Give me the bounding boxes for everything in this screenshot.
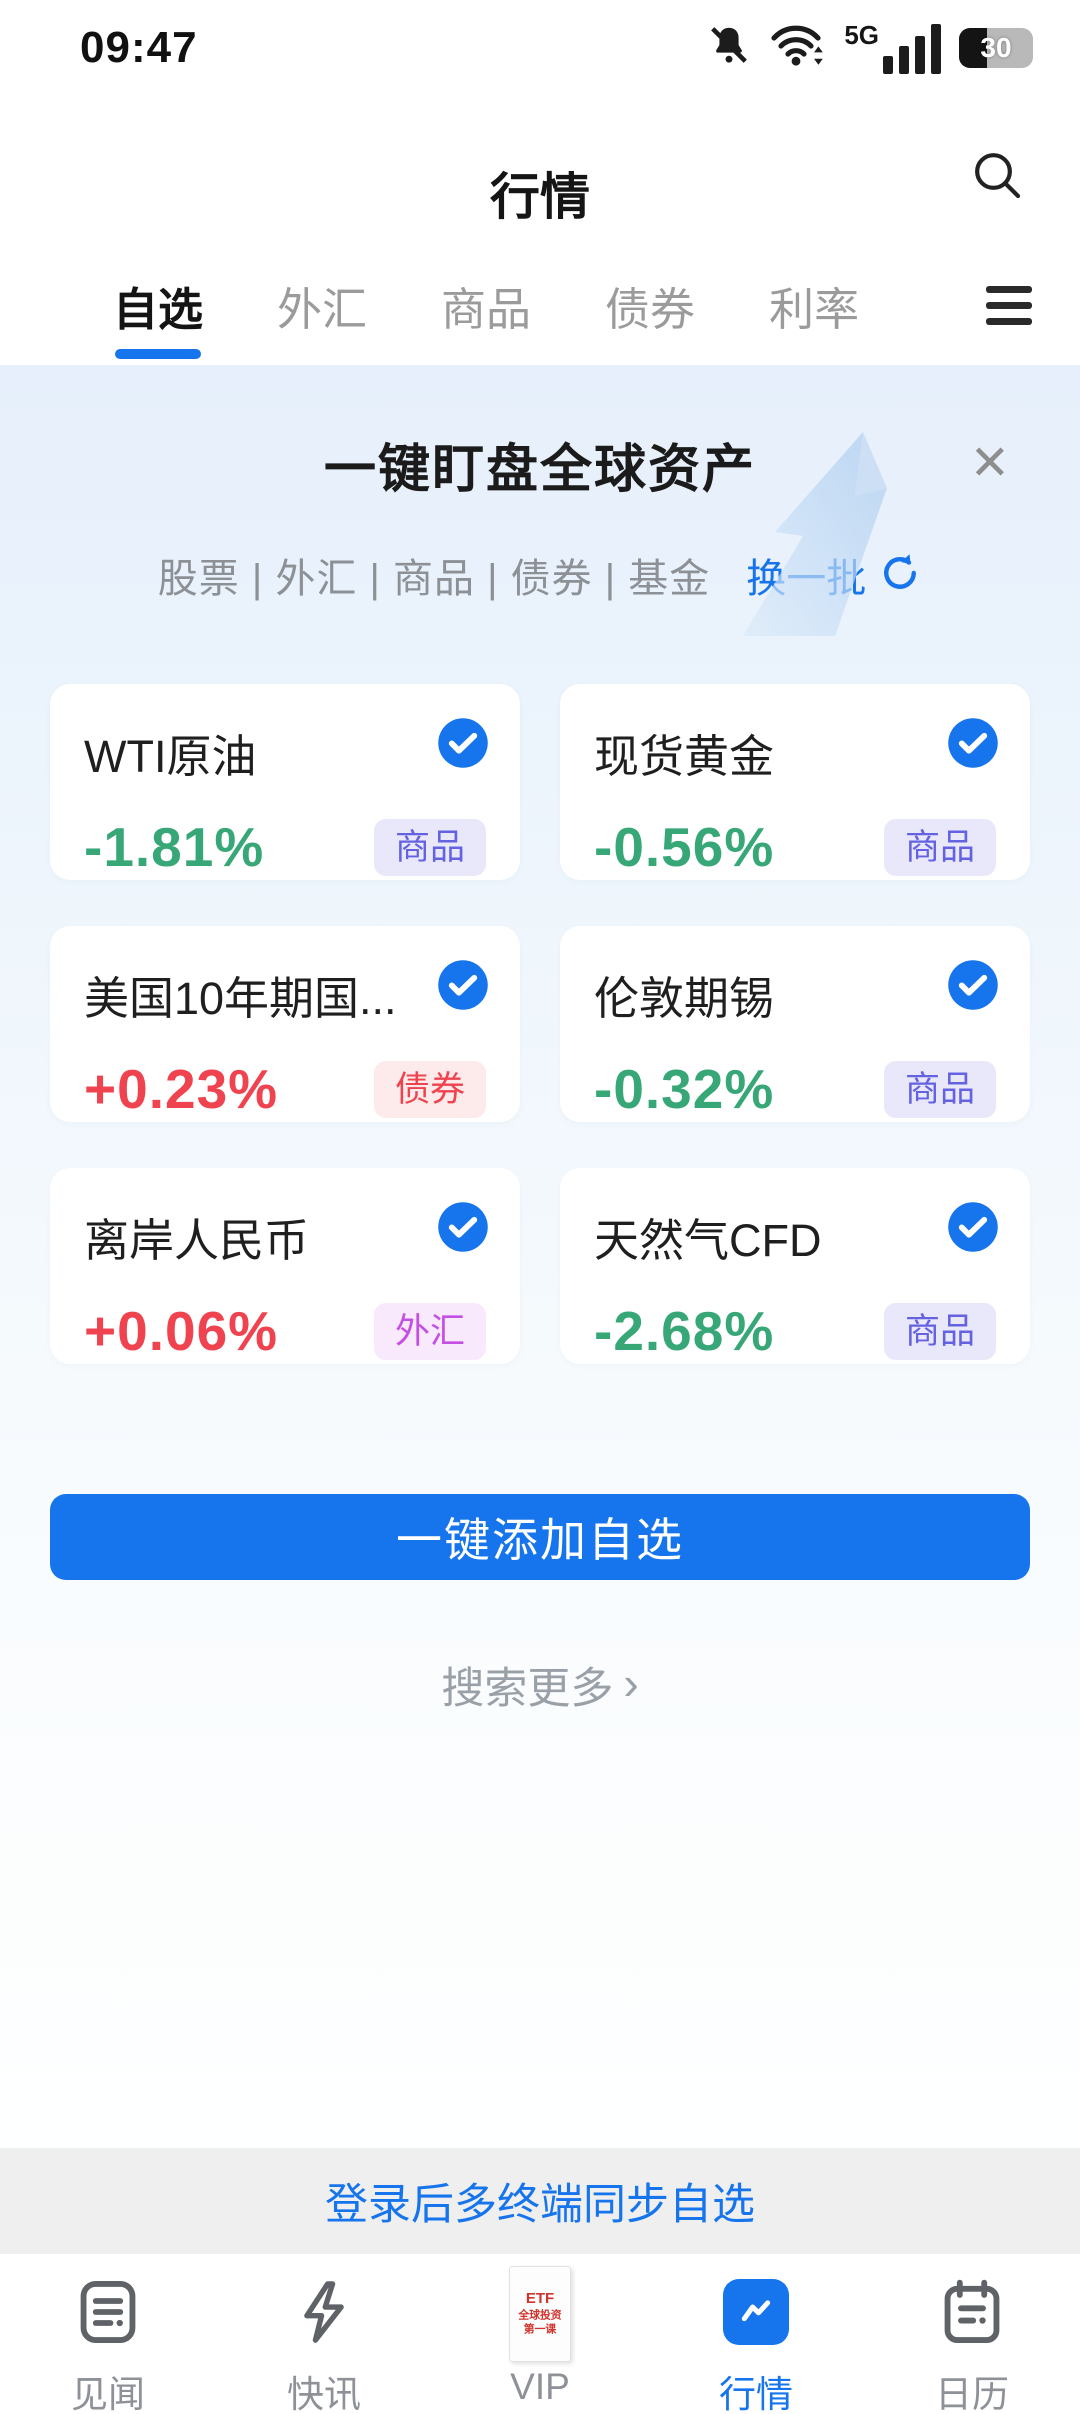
asset-card-us10y[interactable]: 美国10年期国... +0.23% 债券 — [50, 926, 520, 1122]
tab-watchlist[interactable]: 自选 — [113, 245, 203, 365]
asset-card-cnh[interactable]: 离岸人民币 +0.06% 外汇 — [50, 1168, 520, 1364]
nav-label: 见闻 — [71, 2374, 145, 2414]
chart-icon — [723, 2276, 789, 2348]
asset-card-natgas[interactable]: 天然气CFD -2.68% 商品 — [560, 1168, 1030, 1364]
asset-card-wti[interactable]: WTI原油 -1.81% 商品 — [50, 684, 520, 880]
vip-book-icon: ETF 全球投资 第一课 — [509, 2266, 571, 2362]
tab-commodities[interactable]: 商品 — [441, 283, 532, 335]
wifi-icon — [770, 22, 826, 73]
nav-label: 行情 — [719, 2374, 793, 2414]
asset-change: -2.68% — [594, 1300, 775, 1362]
search-more-link[interactable]: 搜索更多 › — [0, 1654, 1080, 1716]
vip-book-subtitle2: 第一课 — [523, 2322, 557, 2336]
nav-item-markets[interactable]: 行情 — [676, 2276, 836, 2414]
status-bar: 09:47 5G 30 — [0, 0, 1080, 95]
network-type-label: 5G — [844, 19, 879, 50]
asset-change: +0.06% — [84, 1300, 279, 1362]
battery-percent: 30 — [980, 31, 1012, 63]
check-icon[interactable] — [436, 716, 490, 770]
asset-name: 现货黄金 — [594, 731, 775, 782]
news-icon — [78, 2276, 138, 2348]
asset-name: 天然气CFD — [594, 1215, 822, 1266]
search-more-label: 搜索更多 — [441, 1665, 614, 1713]
tab-bar: 自选 外汇 商品 债券 利率 — [0, 245, 1080, 365]
tab-bonds[interactable]: 债券 — [605, 283, 696, 335]
nav-label: VIP — [510, 2366, 570, 2407]
tab-rates[interactable]: 利率 — [769, 283, 860, 335]
nav-item-vip[interactable]: ETF 全球投资 第一课 VIP — [460, 2266, 620, 2408]
promo-subtitle: 股票 | 外汇 | 商品 | 债券 | 基金 — [157, 557, 711, 601]
asset-category-badge: 外汇 — [373, 1302, 486, 1360]
chevron-right-icon: › — [623, 1657, 639, 1709]
asset-change: -1.81% — [84, 816, 265, 878]
login-sync-text: 登录后多终端同步自选 — [325, 2181, 755, 2229]
promo-title: 一键盯盘全球资产 — [323, 441, 756, 499]
header: 行情 — [0, 95, 1080, 245]
mute-bell-icon — [706, 22, 752, 73]
bottom-nav: 见闻 快讯 ETF 全球投资 第一课 VIP 行情 — [0, 2254, 1080, 2414]
page-title: 行情 — [490, 169, 590, 225]
asset-name: WTI原油 — [84, 731, 257, 782]
check-icon[interactable] — [946, 716, 1000, 770]
check-icon[interactable] — [946, 958, 1000, 1012]
watchlist-promo-panel: 一键盯盘全球资产 ✕ 股票 | 外汇 | 商品 | 债券 | 基金 换一批 WT… — [0, 365, 1080, 2148]
status-icons: 5G 30 — [706, 22, 1033, 74]
asset-category-badge: 商品 — [373, 818, 486, 876]
login-sync-banner[interactable]: 登录后多终端同步自选 — [0, 2148, 1080, 2254]
asset-card-tin[interactable]: 伦敦期锡 -0.32% 商品 — [560, 926, 1030, 1122]
asset-change: +0.23% — [84, 1058, 279, 1120]
battery-icon: 30 — [959, 27, 1033, 68]
nav-item-calendar[interactable]: 日历 — [892, 2276, 1052, 2414]
check-icon[interactable] — [436, 958, 490, 1012]
check-icon[interactable] — [946, 1200, 1000, 1254]
asset-name: 离岸人民币 — [84, 1215, 310, 1266]
refresh-batch-button[interactable]: 换一批 — [746, 546, 922, 604]
check-icon[interactable] — [436, 1200, 490, 1254]
tab-forex[interactable]: 外汇 — [277, 283, 368, 335]
calendar-icon — [942, 2276, 1002, 2348]
nav-item-news[interactable]: 见闻 — [28, 2276, 188, 2414]
asset-category-badge: 商品 — [883, 1302, 996, 1360]
nav-label: 日历 — [935, 2374, 1009, 2414]
asset-name: 伦敦期锡 — [594, 973, 775, 1024]
asset-category-badge: 债券 — [373, 1060, 486, 1118]
refresh-icon — [878, 551, 922, 600]
vip-book-subtitle: 全球投资 — [518, 2308, 562, 2322]
asset-card-grid: WTI原油 -1.81% 商品 现货黄金 -0.56% 商品 — [50, 684, 1030, 1364]
vip-book-title: ETF — [525, 2290, 555, 2308]
asset-change: -0.32% — [594, 1058, 775, 1120]
asset-category-badge: 商品 — [883, 1060, 996, 1118]
asset-card-gold[interactable]: 现货黄金 -0.56% 商品 — [560, 684, 1030, 880]
nav-item-flash[interactable]: 快讯 — [244, 2276, 404, 2414]
search-icon[interactable] — [969, 147, 1025, 203]
status-time: 09:47 — [80, 22, 198, 72]
flash-icon — [295, 2276, 353, 2348]
nav-label: 快讯 — [287, 2374, 361, 2414]
menu-icon[interactable] — [986, 285, 1032, 325]
asset-category-badge: 商品 — [883, 818, 996, 876]
signal-5g-icon: 5G — [844, 22, 941, 74]
close-icon[interactable]: ✕ — [969, 437, 1010, 490]
refresh-label: 换一批 — [746, 557, 867, 601]
asset-change: -0.56% — [594, 816, 775, 878]
asset-name: 美国10年期国... — [84, 973, 397, 1024]
add-watchlist-button[interactable]: 一键添加自选 — [50, 1494, 1030, 1580]
